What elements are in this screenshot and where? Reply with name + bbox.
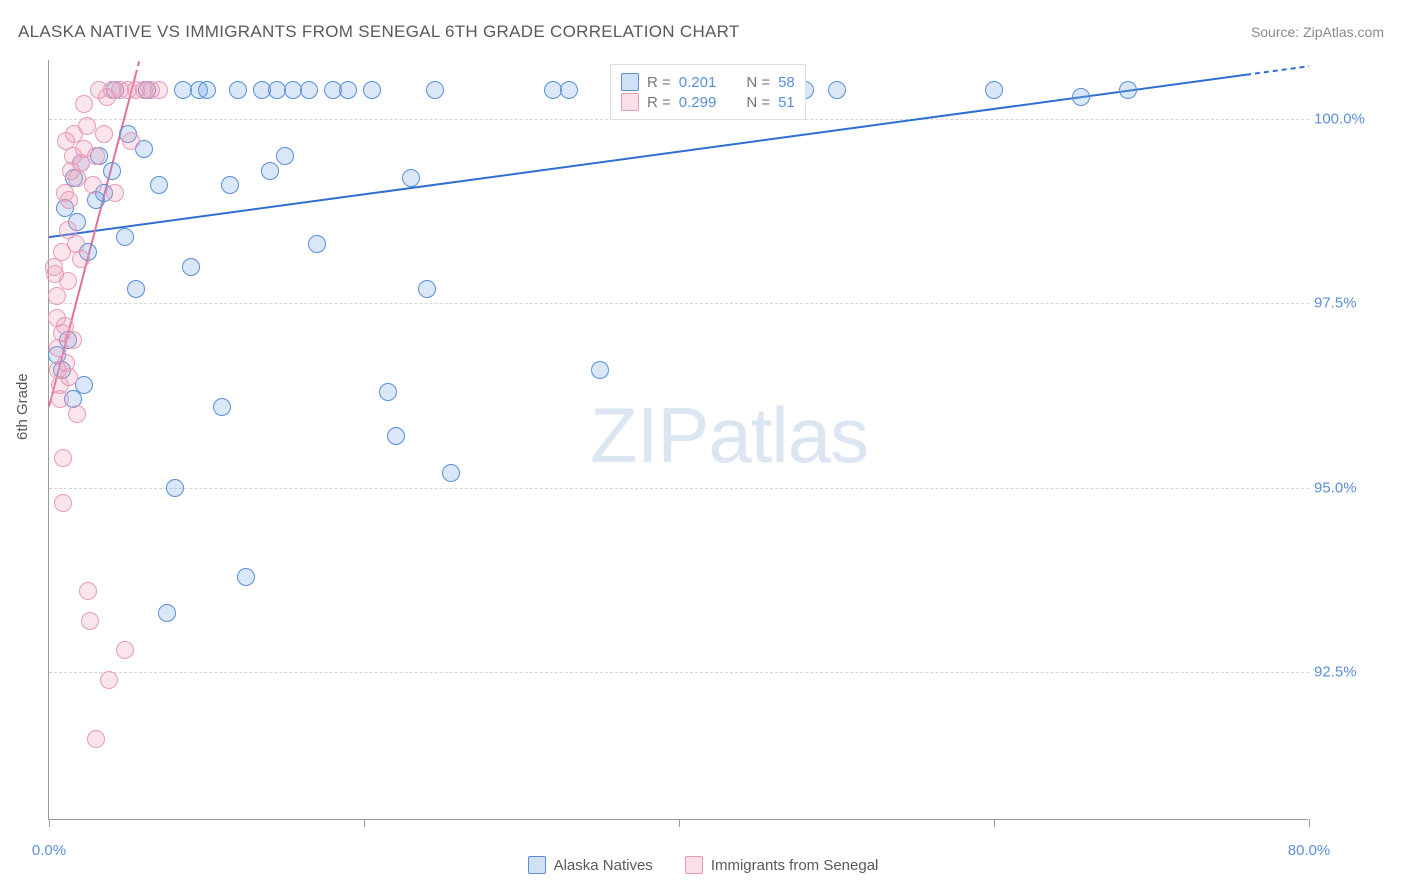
data-point [237,568,255,586]
data-point [828,81,846,99]
bottom-legend: Alaska Natives Immigrants from Senegal [0,856,1406,878]
data-point [87,730,105,748]
n-label: N = [746,74,770,91]
data-point [59,272,77,290]
data-point [60,368,78,386]
x-tick [49,819,50,827]
data-point [48,287,66,305]
data-point [387,427,405,445]
data-point [363,81,381,99]
n-label: N = [746,94,770,111]
data-point [116,641,134,659]
r-value: 0.299 [679,94,717,111]
legend-label: Alaska Natives [554,857,653,874]
n-value: 51 [778,94,795,111]
data-point [261,162,279,180]
chart-title: ALASKA NATIVE VS IMMIGRANTS FROM SENEGAL… [18,22,740,42]
data-point [418,280,436,298]
data-point [591,361,609,379]
data-point [60,191,78,209]
data-point [127,280,145,298]
data-point [221,176,239,194]
data-point [51,390,69,408]
data-point [339,81,357,99]
r-value: 0.201 [679,74,717,91]
data-point [54,494,72,512]
data-point [985,81,1003,99]
data-point [308,235,326,253]
data-point [72,250,90,268]
x-tick [994,819,995,827]
gridline [49,303,1309,304]
y-tick-label: 97.5% [1314,295,1386,312]
data-point [1072,88,1090,106]
source-label: Source: ZipAtlas.com [1251,24,1384,40]
data-point [442,464,460,482]
data-point [158,604,176,622]
data-point [84,176,102,194]
x-tick [364,819,365,827]
legend-swatch [621,93,639,111]
legend-swatch [685,856,703,874]
data-point [198,81,216,99]
data-point [100,671,118,689]
data-point [103,162,121,180]
y-tick-label: 95.0% [1314,479,1386,496]
legend-swatch [621,73,639,91]
x-tick [1309,819,1310,827]
legend-item: Alaska Natives [528,856,653,874]
gridline [49,488,1309,489]
x-tick [679,819,680,827]
regression-lines [49,60,1309,820]
data-point [379,383,397,401]
data-point [54,449,72,467]
data-point [68,405,86,423]
data-point [300,81,318,99]
stats-legend: R = 0.201 N = 58 R = 0.299 N = 51 [610,64,806,120]
data-point [78,117,96,135]
data-point [79,582,97,600]
data-point [182,258,200,276]
data-point [95,125,113,143]
data-point [426,81,444,99]
n-value: 58 [778,74,795,91]
stats-legend-row: R = 0.201 N = 58 [621,73,795,91]
legend-item: Immigrants from Senegal [685,856,879,874]
data-point [87,147,105,165]
r-label: R = [647,74,671,91]
scatter-plot: 92.5%95.0%97.5%100.0%0.0%80.0% [48,60,1308,820]
stats-legend-row: R = 0.299 N = 51 [621,93,795,111]
data-point [75,95,93,113]
data-point [213,398,231,416]
data-point [64,331,82,349]
data-point [402,169,420,187]
data-point [229,81,247,99]
y-tick-label: 100.0% [1314,111,1386,128]
gridline [49,672,1309,673]
y-tick-label: 92.5% [1314,664,1386,681]
r-label: R = [647,94,671,111]
data-point [116,228,134,246]
legend-label: Immigrants from Senegal [711,857,879,874]
y-axis-title: 6th Grade [14,373,31,440]
data-point [166,479,184,497]
data-point [1119,81,1137,99]
data-point [150,81,168,99]
data-point [560,81,578,99]
legend-swatch [528,856,546,874]
data-point [106,184,124,202]
data-point [122,132,140,150]
data-point [276,147,294,165]
data-point [150,176,168,194]
data-point [81,612,99,630]
